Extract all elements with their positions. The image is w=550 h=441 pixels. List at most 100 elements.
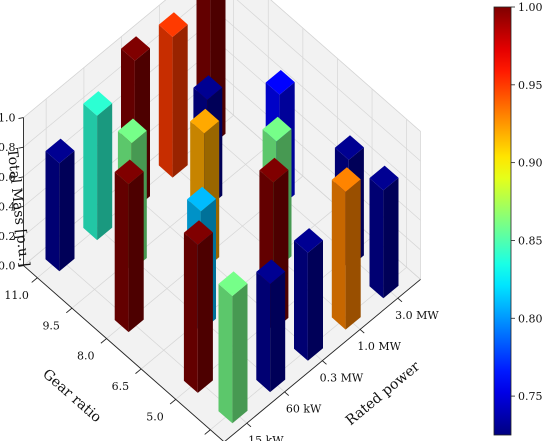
bar-face-left: [369, 178, 384, 299]
grid-floor-u-0: [45, 246, 248, 424]
colorbar-bar: [493, 6, 512, 436]
z-tick-mark-4: [18, 146, 24, 149]
z-tick-mark-2: [18, 205, 24, 208]
colorbar: 0.75 0.80 0.85 0.90 0.95 1.00: [493, 1, 543, 436]
bar-face-right: [59, 150, 75, 272]
bar-0-0: [218, 271, 248, 424]
bar-face-top: [331, 167, 361, 192]
bar-face-right: [270, 271, 286, 393]
bar-face-top: [183, 220, 213, 245]
y-tick-label-1: 5.0: [146, 411, 164, 424]
bar-0-3: [114, 159, 144, 333]
y-tick-label-5: 11.0: [4, 289, 29, 302]
y-axis-line: [23, 265, 224, 441]
colorbar-tick-label-2: 0.85: [518, 234, 543, 247]
bar-face-top: [117, 118, 147, 144]
bar-4-0: [369, 165, 399, 299]
bar-face-top: [45, 138, 75, 164]
z-tick-label-2: 0.4: [0, 200, 16, 213]
bar-face-left: [114, 172, 129, 333]
bar-face-top: [187, 186, 216, 212]
colorbar-tick-label-5: 1.00: [518, 1, 543, 14]
bar-face-left: [183, 232, 198, 393]
bar-face-top: [121, 36, 150, 61]
x-tick-label-0: 15 kW: [248, 434, 284, 441]
x-tick-mark-2: [322, 360, 327, 365]
bar-face-right: [97, 103, 113, 241]
z-tick-mark-5: [18, 117, 24, 120]
bar-face-top: [294, 228, 323, 253]
bar-face-left: [45, 151, 60, 272]
bar-1-5: [83, 91, 113, 241]
z-tick-mark-1: [18, 235, 24, 238]
bar-face-left: [83, 103, 98, 241]
grid-floor-v-4: [71, 145, 269, 309]
y-tick-label-4: 9.5: [42, 319, 60, 332]
grid-wall-z-right-4: [236, 0, 421, 162]
z-tick-label-4: 0.8: [0, 141, 16, 154]
x-tick-mark-3: [359, 329, 365, 334]
bar-face-top: [334, 135, 364, 160]
x-tick-mark-0: [246, 422, 252, 428]
grid-floor-u-2: [121, 184, 323, 361]
y-tick-mark-3: [100, 338, 107, 344]
y-tick-mark-2: [135, 368, 142, 374]
z-tick-label-0: 0.0: [0, 260, 16, 273]
bar-0-1: [183, 220, 213, 393]
bar-face-top: [259, 157, 289, 183]
bar-face-right: [232, 283, 248, 424]
bar-face-right: [172, 24, 188, 178]
colorbar-tick-label-0: 0.75: [518, 390, 543, 403]
x-tick-label-1: 60 kW: [286, 403, 322, 416]
colorbar-tick-label-4: 0.95: [518, 79, 543, 92]
bar-face-top: [369, 165, 399, 191]
y-axis-title: Gear ratio: [39, 366, 104, 426]
bar-face-right: [128, 171, 144, 333]
z-tick-mark-0: [18, 265, 24, 268]
bar-face-top: [114, 159, 144, 185]
bar-face-right: [345, 179, 361, 330]
grid-wall-z-right-5: [270, 0, 421, 132]
bar-3-5: [158, 12, 188, 178]
y-tick-label-3: 8.0: [77, 350, 95, 363]
grid-wall-z-right-3: [219, 14, 421, 191]
grid-wall-z-left-5: [23, 0, 167, 118]
x-tick-mark-4: [397, 297, 403, 303]
x-tick-label-4: 3.0 MW: [395, 309, 439, 322]
bar-1-0: [256, 259, 286, 393]
bar-3-0: [331, 167, 361, 330]
bar-face-right: [307, 240, 323, 361]
bar-face-top: [190, 108, 220, 134]
z-tick-mark-3: [18, 176, 24, 179]
grid-floor-u-4: [196, 121, 399, 299]
colorbar-tick-label-1: 0.80: [518, 312, 543, 325]
y-tick-mark-5: [31, 277, 38, 283]
bar-face-left: [218, 283, 233, 424]
bar-face-top: [262, 116, 292, 142]
bar-face-top: [193, 75, 223, 100]
bar-face-top: [158, 12, 188, 38]
bar-face-top: [83, 91, 113, 116]
y-tick-label-2: 6.5: [112, 380, 130, 393]
bar-face-left: [158, 24, 173, 178]
bar-face-right: [383, 177, 399, 299]
colorbar-tick-label-3: 0.90: [518, 157, 543, 170]
y-tick-mark-1: [169, 399, 177, 405]
z-tick-label-1: 0.2: [0, 230, 16, 243]
bars-group: [45, 0, 399, 424]
x-axis-title: Rated power: [343, 358, 423, 428]
x-tick-mark-1: [284, 391, 290, 396]
x-tick-label-2: 0.3 MW: [320, 371, 364, 384]
bar-face-left: [331, 179, 346, 330]
bar-face-left: [256, 271, 271, 393]
bar-0-5: [45, 138, 75, 272]
bar-face-left: [294, 240, 308, 361]
bar-face-right: [197, 232, 213, 393]
x-tick-label-3: 1.0 MW: [357, 340, 401, 353]
z-tick-label-3: 0.6: [0, 171, 16, 184]
y-tick-mark-4: [66, 307, 73, 314]
bar-face-top: [218, 271, 248, 296]
y-tick-mark-0: [204, 429, 211, 435]
bar-face-top: [256, 259, 286, 284]
